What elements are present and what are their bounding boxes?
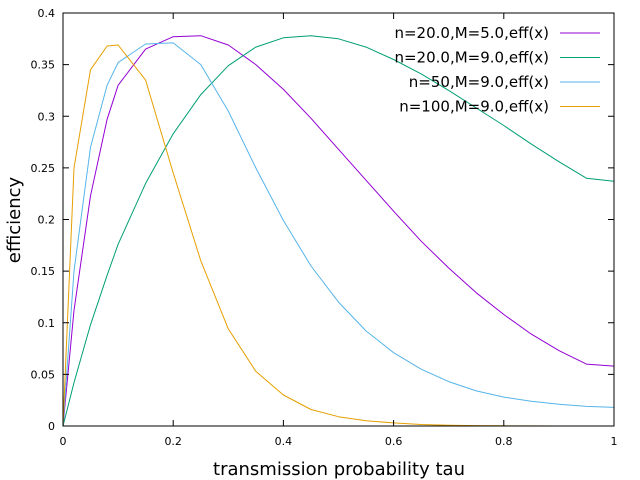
y-tick-label: 0.05 — [31, 368, 56, 381]
series-line-1 — [62, 35, 615, 427]
x-tick-label: 0.4 — [275, 435, 293, 448]
y-tick-label: 0.2 — [38, 214, 56, 227]
x-axis-title: transmission probability tau — [213, 459, 465, 480]
x-tick-label: 1 — [611, 435, 618, 448]
x-tick-label: 0.6 — [385, 435, 403, 448]
y-tick-label: 0.15 — [31, 265, 56, 278]
x-tick-label: 0.2 — [164, 435, 182, 448]
series-line-2 — [62, 35, 615, 427]
y-tick-label: 0.3 — [38, 110, 56, 123]
legend-label-4: n=100,M=9.0,eff(x) — [399, 98, 549, 116]
legend-label-3: n=50,M=9.0,eff(x) — [409, 73, 549, 91]
y-tick-label: 0 — [48, 420, 55, 433]
legend-label-2: n=20.0,M=9.0,eff(x) — [394, 49, 549, 67]
y-axis-title: efficiency — [4, 176, 25, 263]
series-line-3 — [62, 42, 615, 427]
y-tick-label: 0.4 — [38, 7, 56, 20]
y-tick-label: 0.1 — [38, 317, 56, 330]
legend-label-1: n=20.0,M=5.0,eff(x) — [394, 24, 549, 42]
y-tick-label: 0.25 — [31, 162, 56, 175]
y-tick-label: 0.35 — [31, 59, 56, 72]
plot-layer: 0 0.2 0.4 0.6 0.8 1 0 0.05 0.1 0.15 0.2 0.25 0.3 0.35… — [31, 7, 618, 448]
x-tick-label: 0.8 — [495, 435, 513, 448]
x-tick-label: 0 — [60, 435, 67, 448]
